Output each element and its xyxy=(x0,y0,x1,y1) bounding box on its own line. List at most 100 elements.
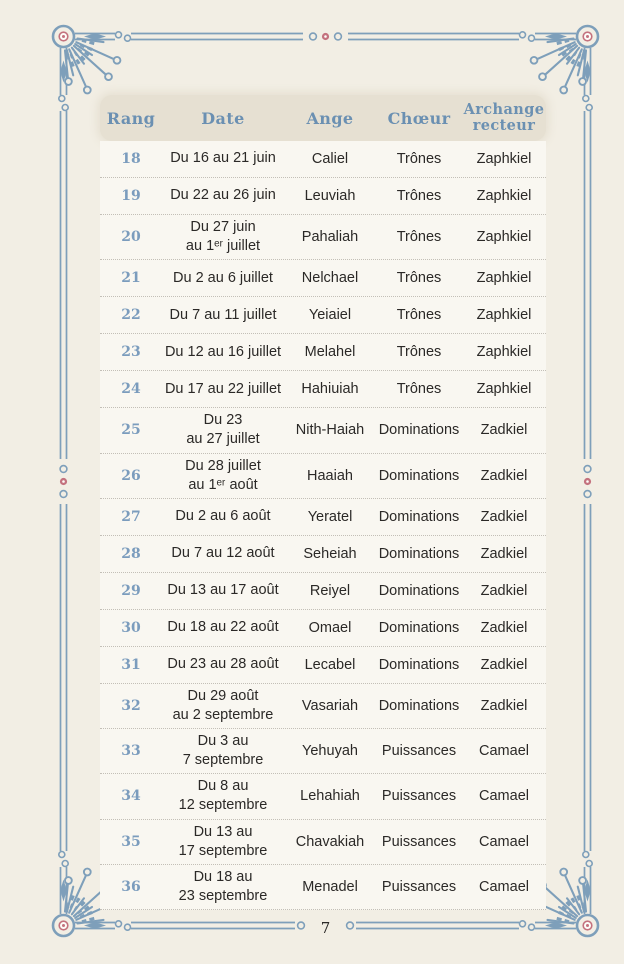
angel-cell: Yehuyah xyxy=(302,743,358,760)
rank-cell: 18 xyxy=(121,151,141,167)
date-cell: Du 16 au 21 juin xyxy=(170,150,276,167)
choir-cell: Puissances xyxy=(381,788,457,805)
choir-cell: Trônes xyxy=(396,270,442,287)
angel-cell: Lecabel xyxy=(304,656,356,673)
rank-cell: 27 xyxy=(121,508,141,525)
archangel-cell: Zaphkiel xyxy=(476,151,532,167)
archangel-cell: Zadkiel xyxy=(480,582,528,599)
date-cell: Du 12 au 16 juillet xyxy=(164,343,282,360)
rank-cell: 29 xyxy=(121,582,141,599)
rank-cell: 19 xyxy=(121,188,141,204)
rank-cell: 20 xyxy=(121,229,141,246)
angel-cell: Hahiuiah xyxy=(301,381,359,398)
angels-table: Rang Date Ange Chœur Archange recteur 18… xyxy=(100,95,546,910)
table-row: 29 Du 13 au 17 août Reiyel Dominations Z… xyxy=(100,572,546,610)
angel-cell: Nith-Haiah xyxy=(295,422,365,439)
table-row: 21 Du 2 au 6 juillet Nelchael Trônes Zap… xyxy=(100,260,546,298)
table-row: 27 Du 2 au 6 août Yeratel Dominations Za… xyxy=(100,498,546,536)
rank-cell: 33 xyxy=(121,743,141,760)
table-row: 30 Du 18 au 22 août Omael Dominations Za… xyxy=(100,609,546,647)
date-cell: Du 23 au 28 août xyxy=(167,656,279,673)
rank-cell: 28 xyxy=(121,545,141,562)
archangel-cell: Zaphkiel xyxy=(476,344,532,361)
table-header: Rang Date Ange Chœur Archange recteur xyxy=(100,95,546,141)
archangel-cell: Zadkiel xyxy=(480,697,528,714)
table-row: 33 Du 3 au 7 septembre Yehuyah Puissance… xyxy=(100,729,546,775)
rank-cell: 24 xyxy=(121,381,141,398)
table-row: 32 Du 29 août au 2 septembre Vasariah Do… xyxy=(100,683,546,729)
archangel-cell: Zaphkiel xyxy=(476,229,532,246)
angel-cell: Yeratel xyxy=(307,508,353,525)
date-cell: Du 28 juillet au 1ᵉʳ août xyxy=(185,457,261,493)
angel-cell: Seheiah xyxy=(303,545,357,562)
table-row: 25 Du 23 au 27 juillet Nith-Haiah Domina… xyxy=(100,408,546,454)
archangel-cell: Zaphkiel xyxy=(476,381,532,398)
choir-cell: Dominations xyxy=(378,545,460,562)
archangel-cell: Camael xyxy=(479,743,529,760)
date-cell: Du 27 juin au 1ᵉʳ juillet xyxy=(185,219,261,255)
choir-cell: Trônes xyxy=(396,381,442,398)
date-cell: Du 7 au 12 août xyxy=(171,545,275,562)
choir-cell: Dominations xyxy=(378,697,460,714)
archangel-cell: Camael xyxy=(479,788,529,805)
table-row: 35 Du 13 au 17 septembre Chavakiah Puiss… xyxy=(100,819,546,865)
rank-cell: 23 xyxy=(121,344,141,361)
angel-cell: Vasariah xyxy=(301,697,359,714)
table-row: 26 Du 28 juillet au 1ᵉʳ août Haaiah Domi… xyxy=(100,453,546,499)
date-cell: Du 18 au 22 août xyxy=(167,619,279,636)
column-header-date: Date xyxy=(201,108,245,128)
scroll-curl-icon xyxy=(57,30,594,932)
column-header-choeur: Chœur xyxy=(387,108,451,128)
choir-cell: Trônes xyxy=(396,229,442,246)
rank-cell: 21 xyxy=(121,270,141,287)
angel-cell: Nelchael xyxy=(301,270,359,287)
date-cell: Du 2 au 6 juillet xyxy=(173,269,273,286)
choir-cell: Puissances xyxy=(381,878,457,895)
column-header-rang: Rang xyxy=(106,108,156,128)
archangel-cell: Zadkiel xyxy=(480,467,528,484)
date-cell: Du 29 août au 2 septembre xyxy=(172,687,274,723)
angel-cell: Lehahiah xyxy=(300,788,360,805)
rank-cell: 34 xyxy=(121,788,141,805)
date-cell: Du 8 au 12 septembre xyxy=(178,778,268,814)
rank-cell: 32 xyxy=(121,697,141,714)
archangel-cell: Zadkiel xyxy=(480,619,528,636)
angel-cell: Menadel xyxy=(302,878,358,895)
column-header-archange: Archange recteur xyxy=(463,101,545,134)
choir-cell: Trônes xyxy=(396,151,442,167)
table-row: 19 Du 22 au 26 juin Leuviah Trônes Zaphk… xyxy=(100,178,546,215)
table-row: 36 Du 18 au 23 septembre Menadel Puissan… xyxy=(100,864,546,910)
date-cell: Du 13 au 17 septembre xyxy=(178,823,268,859)
rank-cell: 36 xyxy=(121,878,141,895)
archangel-cell: Zaphkiel xyxy=(476,270,532,287)
archangel-cell: Zadkiel xyxy=(480,656,528,673)
rank-cell: 35 xyxy=(121,833,141,850)
table-row: 23 Du 12 au 16 juillet Melahel Trônes Za… xyxy=(100,334,546,372)
rank-cell: 30 xyxy=(121,619,141,636)
angel-cell: Pahaliah xyxy=(301,229,359,246)
choir-cell: Dominations xyxy=(378,582,460,599)
choir-cell: Dominations xyxy=(378,619,460,636)
archangel-cell: Zadkiel xyxy=(480,508,528,525)
rank-cell: 26 xyxy=(121,467,141,484)
angel-cell: Reiyel xyxy=(309,582,351,599)
rank-cell: 31 xyxy=(121,656,141,673)
angel-cell: Melahel xyxy=(304,344,356,361)
rank-cell: 25 xyxy=(121,422,141,439)
date-cell: Du 13 au 17 août xyxy=(167,582,279,599)
choir-cell: Trônes xyxy=(396,188,442,204)
table-body: 18 Du 16 au 21 juin Caliel Trônes Zaphki… xyxy=(100,141,546,910)
choir-cell: Dominations xyxy=(378,467,460,484)
page-number: 7 xyxy=(320,919,331,937)
choir-cell: Puissances xyxy=(381,833,457,850)
table-row: 18 Du 16 au 21 juin Caliel Trônes Zaphki… xyxy=(100,141,546,178)
archangel-cell: Zadkiel xyxy=(480,422,528,439)
angel-cell: Chavakiah xyxy=(295,833,365,850)
angel-cell: Caliel xyxy=(311,151,349,167)
date-cell: Du 22 au 26 juin xyxy=(170,187,276,204)
angel-cell: Leuviah xyxy=(304,188,356,204)
date-cell: Du 7 au 11 juillet xyxy=(169,306,277,323)
table-row: 31 Du 23 au 28 août Lecabel Dominations … xyxy=(100,646,546,684)
angel-cell: Yeiaiel xyxy=(308,307,352,324)
